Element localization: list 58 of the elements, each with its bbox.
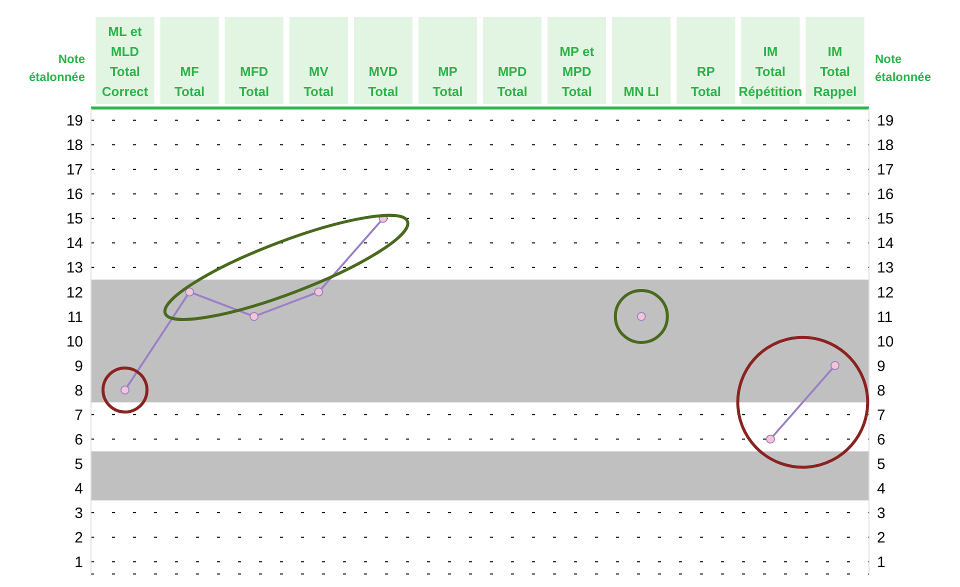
y-tick-label: 17 (66, 162, 83, 179)
x-tick-label: MVD Total (368, 64, 398, 99)
y-tick-label: 11 (67, 308, 83, 326)
y-tick-label: 16 (66, 186, 83, 204)
y-tick-label: 14 (66, 235, 83, 252)
y-tick-label: 18 (66, 137, 83, 154)
point (766, 434, 775, 444)
y2-tick-label: 3 (877, 505, 886, 522)
y-tick-label: 1 (74, 554, 83, 572)
y2-tick-label: 2 (877, 530, 886, 547)
y-tick-label: 8 (74, 382, 83, 400)
y2-tick-label: 4 (877, 480, 886, 498)
x-tick-label: MPD Total (497, 64, 528, 99)
x-tick-label: IM Total Rappel (813, 44, 857, 99)
x-tick-label: IM Total Répétition (738, 44, 802, 99)
y2-tick-label: 10 (877, 333, 894, 350)
x-tick-label: RP Total (690, 64, 721, 99)
y-axis-title: Note étalonnée (28, 52, 86, 84)
y-tick-label: 10 (66, 333, 83, 350)
y2-tick-label: 12 (877, 284, 894, 302)
y2-tick-label: 16 (877, 186, 894, 204)
point (185, 287, 194, 296)
y-tick-label: 13 (66, 260, 83, 277)
y-tick-label: 19 (66, 112, 83, 130)
y-tick-label: 6 (74, 431, 83, 448)
point (250, 312, 259, 321)
point (830, 361, 840, 370)
y2-axis-title: Note étalonnée (875, 52, 932, 84)
x-tick-label: MP Total (432, 64, 463, 99)
y2-tick-label: 5 (877, 456, 886, 473)
y-tick-label: 5 (74, 456, 83, 473)
x-tick-label: MV Total (304, 64, 334, 99)
y2-tick-label: 9 (877, 358, 886, 375)
y-tick-label: 4 (74, 480, 83, 498)
y2-tick-label: 11 (877, 308, 893, 326)
x-tick-label: MFD Total (239, 64, 270, 99)
y2-tick-label: 14 (877, 235, 894, 252)
x-tick-label: MF Total (174, 64, 205, 99)
y-tick-label: 2 (74, 530, 83, 547)
y-tick-label: 3 (74, 505, 83, 522)
y2-tick-label: 1 (877, 554, 886, 572)
y2-tick-label: 15 (877, 210, 894, 228)
x-tick-label: ML et MLD Total Correct (102, 24, 149, 99)
y2-tick-label: 18 (877, 137, 894, 154)
y2-tick-label: 13 (877, 260, 894, 277)
y2-tick-label: 6 (877, 431, 886, 448)
y-tick-label: 12 (66, 284, 83, 302)
y2-tick-label: 19 (877, 112, 894, 130)
x-tick-label: MN LI (624, 84, 660, 99)
point (314, 287, 324, 296)
point (636, 312, 646, 321)
y2-tick-label: 8 (877, 382, 886, 400)
y2-tick-label: 7 (877, 406, 886, 424)
y-tick-label: 9 (74, 358, 83, 375)
y-tick-label: 15 (66, 210, 83, 228)
y2-tick-label: 17 (877, 162, 894, 179)
x-tick-label: MP et MPD Total (560, 44, 595, 99)
y-tick-label: 7 (74, 406, 83, 424)
